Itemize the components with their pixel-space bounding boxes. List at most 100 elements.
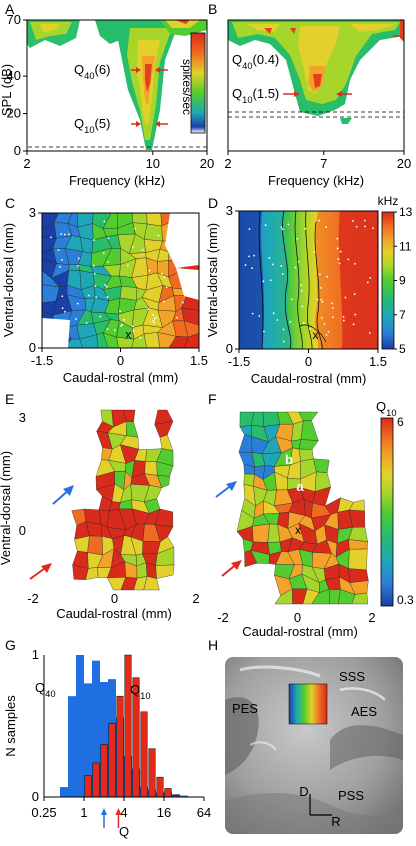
recording-site <box>59 266 62 268</box>
map-cell <box>116 337 135 348</box>
recording-site <box>132 329 135 332</box>
colorbar-tick-label: 13 <box>399 205 413 219</box>
map-cell <box>157 332 177 348</box>
site-marker: x <box>312 328 318 342</box>
recording-site <box>319 286 322 289</box>
recording-site <box>301 305 304 308</box>
recording-site <box>63 233 66 236</box>
recording-site <box>251 312 254 315</box>
recording-site <box>157 234 160 237</box>
recording-site <box>94 284 97 287</box>
x-tick-label: 0 <box>294 610 301 625</box>
x-tick-label: -2 <box>217 610 229 625</box>
y-tick-label: 0 <box>14 143 21 158</box>
y-axis-label: SPL (dB) <box>0 64 14 116</box>
x-tick-label: 64 <box>197 805 211 820</box>
recording-site <box>139 336 142 339</box>
bar-q10 <box>148 748 156 798</box>
colorbar-tick-label: 6 <box>397 415 404 429</box>
recording-site <box>342 319 345 322</box>
colorbar-tick-label: 11 <box>399 239 412 253</box>
recording-site <box>61 307 64 309</box>
recording-site <box>331 306 334 309</box>
panel-a: spikes/sec Q40(6) Q10(5) 2 10 20 0 20 40 70 Freq… <box>0 12 214 188</box>
bar-q40 <box>76 655 84 797</box>
panel-f-voronoi <box>236 411 369 605</box>
recording-site <box>77 264 79 267</box>
recording-site <box>347 258 350 261</box>
y-tick-label: 0 <box>19 523 26 538</box>
map-cell <box>348 548 368 571</box>
x-tick-label: 0 <box>117 353 124 368</box>
y-tick-label: 1 <box>32 647 39 662</box>
bar-q40 <box>84 683 92 797</box>
x-axis-label: Caudal-rostral (mm) <box>242 624 358 639</box>
x-axis-label: Frequency (kHz) <box>268 173 364 188</box>
brain-label-pes: PES <box>232 701 258 716</box>
recording-site <box>290 298 293 301</box>
brain-label-d: D <box>299 784 308 799</box>
map-cell <box>143 223 163 242</box>
brain-label-aes: AES <box>351 704 377 719</box>
panel-a-heatmap <box>27 20 207 151</box>
panel-h-photo <box>225 657 403 834</box>
y-tick-label: 40 <box>7 68 21 83</box>
x-tick-label: 2 <box>224 156 231 171</box>
panel-e-arrows <box>29 485 74 580</box>
bar-q40 <box>68 696 76 797</box>
red-arrow-head <box>136 121 141 127</box>
recording-site <box>147 307 150 310</box>
recording-site <box>93 272 96 275</box>
panel-h-orientation <box>309 794 332 816</box>
map-cell <box>131 333 147 348</box>
y-axis-label: N samples <box>3 695 18 757</box>
colorbar-title: Q10 <box>376 399 397 418</box>
recording-site <box>325 226 328 228</box>
panel-e-voronoi <box>71 409 175 591</box>
recording-site <box>281 228 284 231</box>
recording-site <box>339 250 342 253</box>
recording-site <box>352 323 355 326</box>
panel-letters: A B C D E F G H <box>5 1 218 653</box>
y-tick-label: 20 <box>7 106 21 121</box>
panel-letter-d: D <box>208 195 218 211</box>
bar-q10 <box>92 762 100 798</box>
recording-site <box>103 220 106 223</box>
recording-site <box>316 298 319 301</box>
bar-q40 <box>92 660 100 797</box>
recording-site <box>353 293 356 296</box>
panel-b-heatmap <box>228 20 404 151</box>
map-cell <box>239 424 252 437</box>
bar-q40 <box>60 787 68 797</box>
bar-q10 <box>108 722 116 798</box>
recording-site <box>263 330 265 333</box>
recording-site <box>268 257 271 259</box>
bar-q10 <box>140 711 148 798</box>
panel-letter-g: G <box>5 637 16 653</box>
recording-site <box>76 302 79 305</box>
x-tick-label: -1.5 <box>31 353 53 368</box>
map-cell <box>184 333 199 348</box>
map-cell <box>351 592 369 605</box>
colorbar-tick-label: 5 <box>399 342 406 356</box>
map-cell <box>143 332 161 348</box>
recording-site <box>85 322 88 324</box>
y-tick-label: 0 <box>32 789 39 804</box>
recording-site <box>296 237 299 240</box>
recording-site <box>351 219 354 222</box>
panel-letter-e: E <box>5 391 14 407</box>
recording-site <box>77 257 80 260</box>
x-axis-label: Q <box>119 824 129 839</box>
recording-site <box>165 286 168 289</box>
recording-site <box>258 315 261 317</box>
panel-e: Caudal-rostral (mm) -2 0 2 0 3 Ventral-dorsal … <box>0 409 200 621</box>
recording-site <box>326 275 328 278</box>
recording-site <box>368 331 371 334</box>
red-arrow-head <box>155 67 160 73</box>
red-arrow-head <box>294 91 300 97</box>
colorbar-tick-label: 7 <box>399 308 406 322</box>
median-arrow-head <box>115 808 122 815</box>
bar-q10 <box>84 775 92 798</box>
